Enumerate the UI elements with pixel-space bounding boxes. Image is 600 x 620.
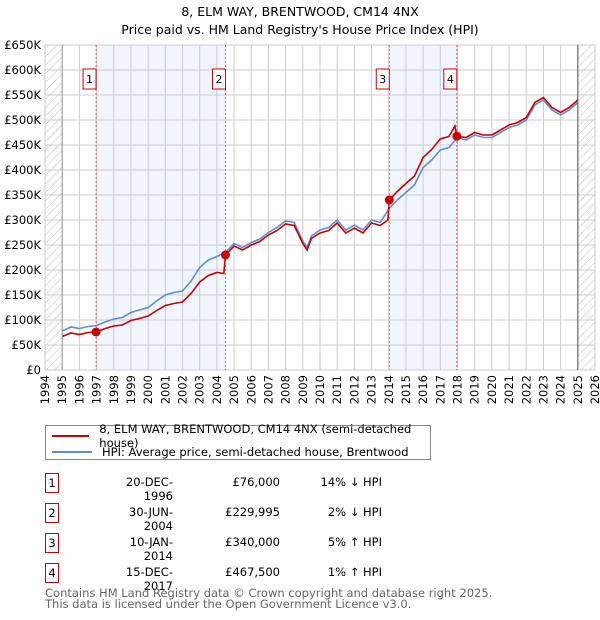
x-tick-label: 2005 [227, 375, 241, 404]
sale-number: 1 [45, 473, 59, 493]
y-tick-label: £250K [4, 238, 41, 252]
y-tick-label: £450K [4, 138, 41, 152]
x-tick-label: 2004 [210, 375, 224, 404]
sale-point [384, 195, 394, 205]
sale-number-box [211, 68, 226, 90]
x-tick-label: 2009 [296, 375, 310, 404]
price-paid-line [61, 96, 579, 338]
sale-number: 4 [45, 563, 59, 583]
sale-date: 30-JUN-2004 [129, 505, 173, 533]
y-tick-label: £650K [4, 38, 41, 52]
chart-legend: 8, ELM WAY, BRENTWOOD, CM14 4NX (semi-de… [45, 422, 431, 460]
sale-price: £467,500 [225, 565, 280, 579]
x-tick-label: 2016 [416, 375, 430, 404]
footer-line-2: This data is licensed under the Open Gov… [45, 597, 412, 611]
x-tick-label: 1995 [55, 375, 69, 404]
sale-number-label: 2 [215, 73, 222, 86]
y-tick-label: £400K [4, 163, 41, 177]
legend-item-hpi: HPI: Average price, semi-detached house,… [46, 444, 409, 460]
sale-date: 10-JAN-2014 [129, 535, 173, 563]
x-tick-label: 2019 [468, 375, 482, 404]
shaded-period [96, 45, 226, 370]
x-tick-label: 2017 [433, 375, 447, 404]
legend-swatch-red [52, 435, 90, 437]
x-tick-label: 2025 [571, 375, 585, 404]
x-tick-label: 1996 [72, 375, 86, 404]
sale-hpi-relation: 5% ↑ HPI [327, 535, 382, 549]
legend-label: 8, ELM WAY, BRENTWOOD, CM14 4NX (semi-de… [99, 422, 412, 450]
x-tick-label: 2021 [502, 375, 516, 404]
x-tick-label: 2014 [382, 375, 396, 404]
legend-label: HPI: Average price, semi-detached house,… [102, 445, 409, 459]
sale-point [91, 327, 101, 337]
x-tick-label: 2022 [519, 375, 533, 404]
chart-subtitle: Price paid vs. HM Land Registry's House … [121, 22, 478, 37]
sale-row: 2 30-JUN-2004 £229,995 2% ↓ HPI [45, 503, 445, 533]
price-chart: 8, ELM WAY, BRENTWOOD, CM14 4NX Price pa… [4, 4, 600, 404]
x-tick-label: 2024 [554, 375, 568, 404]
sale-hpi-relation: 2% ↓ HPI [327, 505, 382, 519]
sale-hpi-relation: 1% ↑ HPI [327, 565, 382, 579]
sale-number: 2 [45, 503, 59, 523]
y-tick-label: £500K [4, 113, 41, 127]
x-tick-label: 2000 [141, 375, 155, 404]
y-tick-label: £600K [4, 63, 41, 77]
y-tick-label: £200K [4, 263, 41, 277]
y-tick-label: £350K [4, 188, 41, 202]
footer-line-1: Contains HM Land Registry data © Crown c… [45, 586, 493, 600]
x-tick-label: 2012 [347, 375, 361, 404]
x-tick-label: 2008 [279, 375, 293, 404]
sale-number-box [443, 68, 458, 90]
sale-number-box [375, 68, 390, 90]
x-tick-label: 2002 [176, 375, 190, 404]
legend-item-property: 8, ELM WAY, BRENTWOOD, CM14 4NX (semi-de… [46, 422, 430, 450]
y-tick-label: £150K [4, 288, 41, 302]
legend-swatch-blue [52, 451, 92, 453]
sale-point [220, 250, 230, 260]
chart-title: 8, ELM WAY, BRENTWOOD, CM14 4NX [181, 4, 419, 19]
sale-point [452, 131, 462, 141]
sale-row: 1 20-DEC-1996 £76,000 14% ↓ HPI [45, 473, 445, 503]
y-tick-label: £300K [4, 213, 41, 227]
x-tick-label: 2007 [261, 375, 275, 404]
sale-number-box [82, 68, 97, 90]
hatch-before-data [45, 45, 63, 370]
x-tick-label: 2018 [451, 375, 465, 404]
x-tick-label: 2015 [399, 375, 413, 404]
x-tick-label: 1997 [90, 375, 104, 404]
x-tick-label: 2020 [485, 375, 499, 404]
sale-number-label: 4 [447, 73, 454, 86]
x-tick-label: 2026 [588, 375, 600, 404]
hpi-line [61, 98, 579, 332]
x-tick-label: 2003 [193, 375, 207, 404]
x-tick-label: 2023 [536, 375, 550, 404]
x-tick-label: 2013 [365, 375, 379, 404]
sale-date: 15-DEC-2017 [125, 565, 173, 593]
sale-number: 3 [45, 533, 59, 553]
x-tick-label: 2001 [158, 375, 172, 404]
sale-hpi-relation: 14% ↓ HPI [320, 475, 382, 489]
sale-price: £229,995 [225, 505, 280, 519]
y-tick-label: £100K [4, 313, 41, 327]
y-tick-label: £550K [4, 88, 41, 102]
x-tick-label: 1998 [107, 375, 121, 404]
sale-row: 4 15-DEC-2017 £467,500 1% ↑ HPI [45, 563, 445, 593]
sale-row: 3 10-JAN-2014 £340,000 5% ↑ HPI [45, 533, 445, 563]
x-tick-label: 2010 [313, 375, 327, 404]
sale-number-label: 1 [86, 73, 93, 86]
y-tick-label: £0 [26, 363, 41, 377]
hatch-after-data [577, 45, 595, 370]
x-tick-label: 1999 [124, 375, 138, 404]
x-tick-label: 2006 [244, 375, 258, 404]
x-tick-label: 1994 [38, 375, 52, 404]
sale-date: 20-DEC-1996 [125, 475, 173, 503]
footer-attribution: Contains HM Land Registry data © Crown c… [45, 586, 493, 611]
sale-number-label: 3 [379, 73, 386, 86]
x-tick-label: 2011 [330, 375, 344, 404]
sale-price: £340,000 [225, 535, 280, 549]
sale-price: £76,000 [232, 475, 280, 489]
y-tick-label: £50K [12, 338, 42, 352]
